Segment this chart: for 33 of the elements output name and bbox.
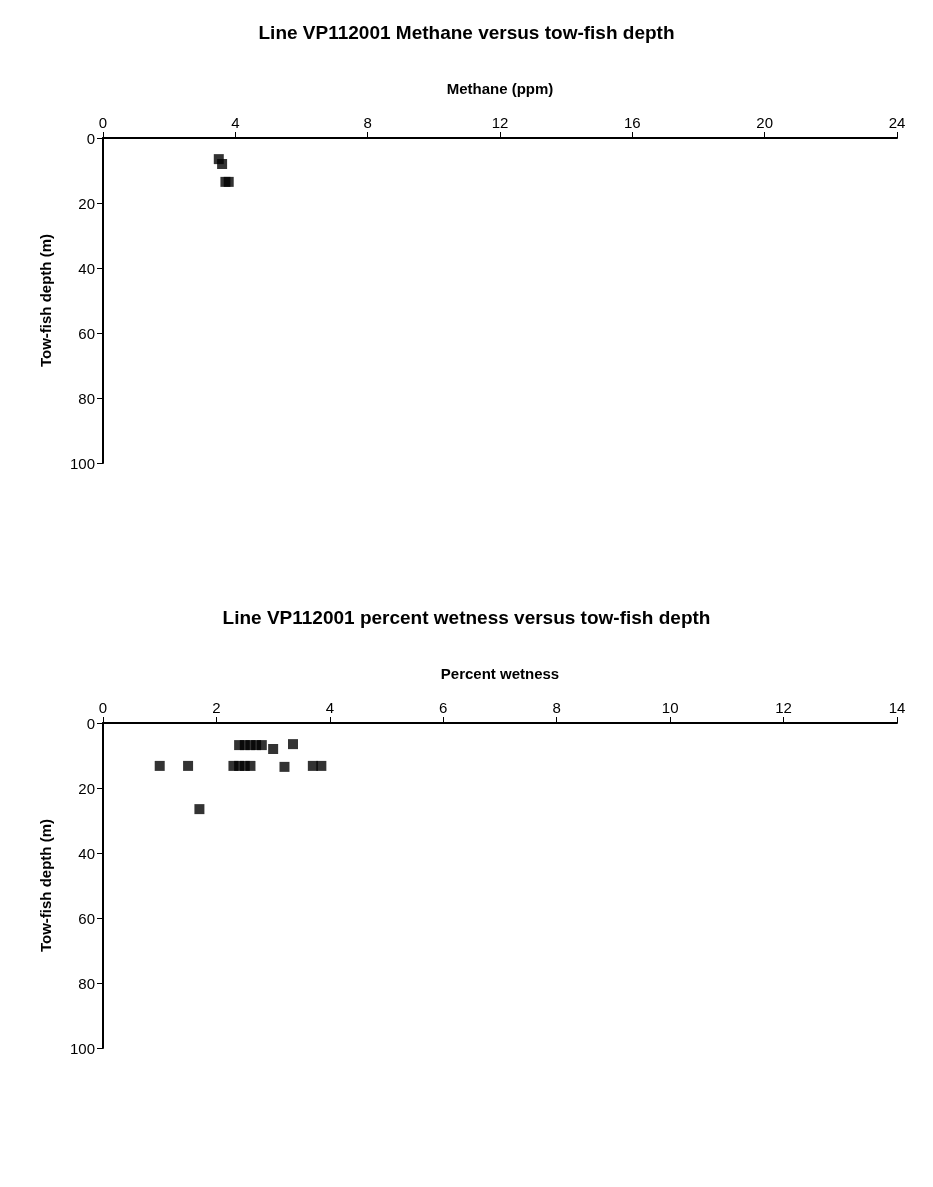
x-tick-label: 16 xyxy=(623,114,641,131)
y-axis-title: Tow-fish depth (m) xyxy=(37,818,54,953)
x-tick-label: 8 xyxy=(363,114,372,131)
x-tick-label: 14 xyxy=(888,699,906,716)
x-tick-label: 4 xyxy=(231,114,240,131)
chart-title: Line VP112001 percent wetness versus tow-fish depth xyxy=(222,607,711,628)
x-tick-label: 12 xyxy=(775,699,792,716)
y-tick-label: 40 xyxy=(78,259,95,277)
y-tick-label: 0 xyxy=(86,714,95,732)
y-tick-label: 100 xyxy=(69,454,95,472)
x-tick-label: 4 xyxy=(325,699,335,716)
x-axis-title: Percent wetness xyxy=(440,665,560,682)
y-tick-label: 100 xyxy=(69,1039,95,1057)
y-tick-label: 0 xyxy=(86,129,95,147)
y-tick-label: 20 xyxy=(78,194,95,212)
y-tick-label: 40 xyxy=(78,844,95,862)
x-tick-label: 0 xyxy=(98,699,108,716)
x-axis-title: Methane (ppm) xyxy=(446,80,554,97)
y-tick-label: 80 xyxy=(78,974,95,992)
x-tick-label: 20 xyxy=(756,114,774,131)
y-tick-label: 60 xyxy=(78,909,95,927)
x-tick-label: 6 xyxy=(439,699,448,716)
x-tick-label: 8 xyxy=(552,699,561,716)
x-tick-label: 12 xyxy=(491,114,509,131)
y-tick-label: 60 xyxy=(78,324,95,342)
x-tick-label: 10 xyxy=(661,699,679,716)
x-tick-label: 24 xyxy=(888,114,906,131)
chart-title: Line VP112001 Methane versus tow-fish depth xyxy=(258,22,675,43)
y-tick-label: 80 xyxy=(78,389,95,407)
x-tick-label: 0 xyxy=(98,114,108,131)
y-axis-title: Tow-fish depth (m) xyxy=(37,233,54,368)
x-tick-label: 2 xyxy=(212,699,221,716)
y-tick-label: 20 xyxy=(78,779,95,797)
